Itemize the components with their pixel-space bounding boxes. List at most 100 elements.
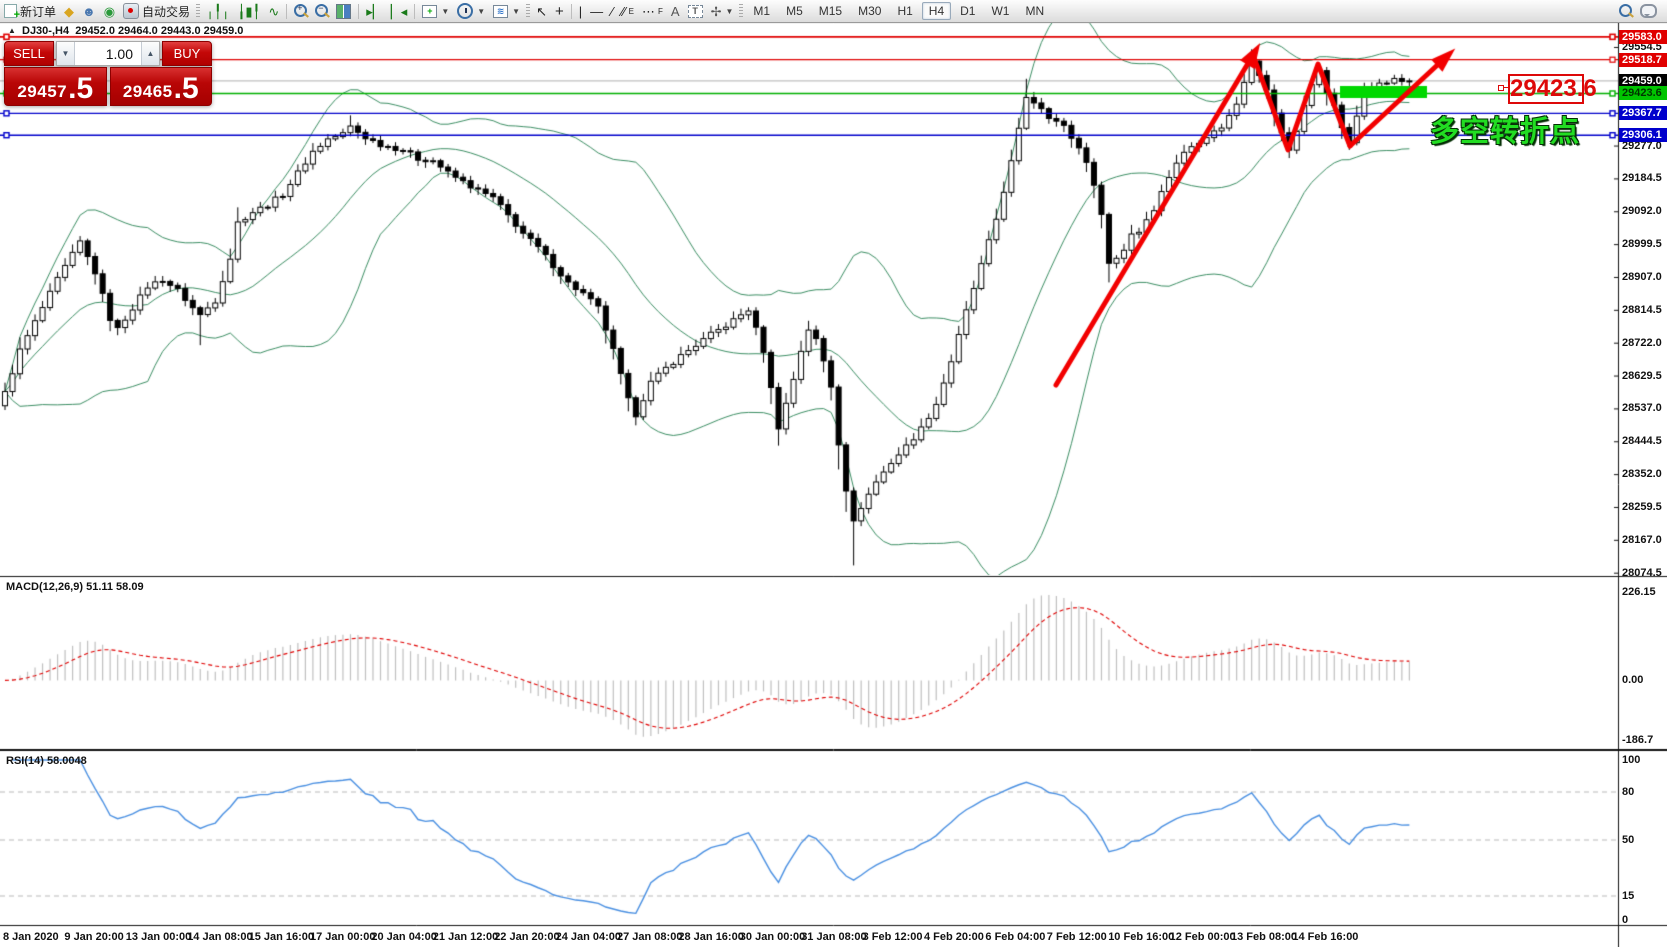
sell-button[interactable]: SELL (4, 41, 54, 66)
crosshair-icon: + (555, 2, 564, 20)
fibonacci-icon: ⋯ (642, 3, 656, 19)
macd-tick: -186.7 (1622, 734, 1654, 746)
new-order-icon (4, 4, 20, 21)
templates-button[interactable]: ≋ ▼ (489, 1, 524, 21)
vertical-line-button[interactable]: | (575, 1, 586, 21)
bar-chart-button[interactable]: ╷╿╷ (202, 1, 233, 21)
timeframe-mn[interactable]: MN (1025, 4, 1045, 18)
bar-chart-icon: ╷╿╷ (206, 3, 230, 19)
crosshair-button[interactable]: + (551, 1, 568, 21)
autotrading-button[interactable]: 自动交易 (119, 1, 194, 21)
time-label: 13 Jan 00:00 (125, 931, 192, 943)
timeframe-h1[interactable]: H1 (897, 4, 913, 18)
chat-button[interactable] (1636, 1, 1661, 21)
macd-indicator-label: MACD(12,26,9) 51.11 58.09 (6, 581, 144, 593)
arrows-button[interactable]: ✢ ▼ (707, 1, 738, 21)
price-tick: 28352.0 (1622, 468, 1662, 481)
channel-label: E (628, 6, 635, 16)
time-label: 30 Jan 00:00 (739, 931, 806, 943)
timeframe-m1[interactable]: M1 (753, 4, 771, 18)
time-label: 3 Feb 12:00 (862, 931, 923, 943)
price-tick: 28167.0 (1622, 533, 1662, 546)
price-tick: 28629.5 (1622, 369, 1662, 382)
timeframe-h4[interactable]: H4 (921, 2, 952, 20)
timeframe-d1[interactable]: D1 (960, 4, 976, 18)
price-tick: 28074.5 (1622, 566, 1662, 579)
text-button[interactable]: A (667, 1, 684, 21)
zoom-in-icon (294, 3, 308, 17)
price-tick: 28722.0 (1622, 336, 1662, 349)
separator (414, 3, 416, 19)
volume-decrease-button[interactable]: ▼ (57, 42, 75, 65)
timeframe-m5[interactable]: M5 (786, 4, 803, 18)
time-label: 13 Feb 08:00 (1231, 931, 1298, 943)
toolbar-grip (526, 4, 531, 18)
zoom-out-button[interactable] (311, 1, 332, 21)
community-button[interactable]: ☻ (78, 1, 100, 21)
fibonacci-button[interactable]: ⋯ F (638, 1, 667, 21)
autotrading-icon (123, 3, 140, 19)
trendline-icon: ∕ (611, 3, 614, 19)
price-tag: 29306.1 (1619, 128, 1667, 143)
price-tick: 28259.5 (1622, 500, 1662, 513)
rsi-indicator-label: RSI(14) 58.0048 (6, 755, 87, 767)
indicators-button[interactable]: + ▼ (418, 1, 453, 21)
price-tag: 29583.0 (1619, 29, 1667, 44)
chart-shift-button[interactable]: ▏◂ (387, 1, 412, 21)
time-label: 31 Jan 08:00 (801, 931, 867, 943)
time-label: 12 Feb 00:00 (1169, 931, 1236, 943)
line-chart-button[interactable]: ∿ (264, 1, 283, 21)
zoom-in-button[interactable] (290, 1, 311, 21)
volume-value[interactable]: 1.00 (105, 45, 133, 62)
price-tick: 29554.5 (1622, 40, 1662, 53)
new-order-button[interactable]: 新订单 (0, 1, 60, 21)
rsi-tick: 80 (1622, 786, 1635, 798)
arrows-icon: ✢ (710, 3, 722, 19)
oneclick-toggle-icon[interactable]: ▲ (8, 26, 16, 35)
sell-price-main: 29457 (17, 82, 68, 101)
price-tag: 29367.7 (1619, 106, 1667, 121)
time-label: 9 Jan 20:00 (64, 931, 124, 943)
tile-windows-button[interactable] (332, 1, 355, 21)
timeframe-w1[interactable]: W1 (991, 4, 1010, 18)
volume-stepper: ▼ 1.00 ▲ (56, 41, 160, 66)
turning-point-label[interactable]: 多空转折点 (1430, 116, 1581, 148)
price-callout-box[interactable]: 29423.6 (1498, 74, 1597, 104)
metaeditor-button[interactable]: ◆ (60, 1, 78, 21)
trendline-button[interactable]: ∕ (607, 1, 617, 21)
time-label: 15 Jan 16:00 (248, 931, 315, 943)
search-button[interactable] (1615, 1, 1636, 21)
auto-scroll-button[interactable]: ▸▏ (362, 1, 387, 21)
signals-button[interactable]: ◉ (100, 1, 119, 21)
periods-button[interactable]: ▼ (453, 1, 489, 21)
macd-tick: 0.00 (1622, 674, 1644, 687)
volume-increase-button[interactable]: ▲ (141, 42, 159, 65)
buy-price[interactable]: 29465 .5 (109, 67, 212, 106)
channel-button[interactable]: ∕∕ E (617, 1, 638, 21)
horizontal-line-button[interactable]: — (586, 1, 607, 21)
rsi-tick: 15 (1622, 890, 1635, 902)
text-icon: A (670, 3, 680, 19)
candlestick-button[interactable]: ╽▮╿ (234, 1, 265, 21)
text-label-button[interactable]: T (684, 1, 707, 21)
buy-button[interactable]: BUY (162, 41, 212, 66)
clock-icon (457, 3, 474, 19)
indicators-icon: + (422, 4, 438, 18)
chart-title: DJ30-,H4 29452.0 29464.0 29443.0 29459.0 (22, 25, 243, 37)
buy-price-main: 29465 (122, 82, 173, 101)
timeframe-group: M1 M5 M15 M30 H1 H4 D1 W1 MN (745, 2, 1052, 20)
macd-tick: 226.15 (1622, 586, 1656, 598)
line-chart-icon: ∿ (268, 3, 280, 19)
price-tick: 28907.0 (1622, 270, 1662, 283)
time-label: 14 Feb 16:00 (1292, 931, 1359, 943)
time-label: 27 Jan 08:00 (617, 931, 683, 943)
timeframe-m15[interactable]: M15 (818, 4, 843, 18)
cursor-button[interactable]: ↖ (532, 1, 551, 21)
price-tag: 29423.6 (1619, 86, 1667, 101)
sell-price[interactable]: 29457 .5 (4, 67, 107, 106)
price-tick: 28444.5 (1622, 435, 1662, 448)
separator (570, 3, 572, 19)
timeframe-m30[interactable]: M30 (858, 4, 882, 18)
